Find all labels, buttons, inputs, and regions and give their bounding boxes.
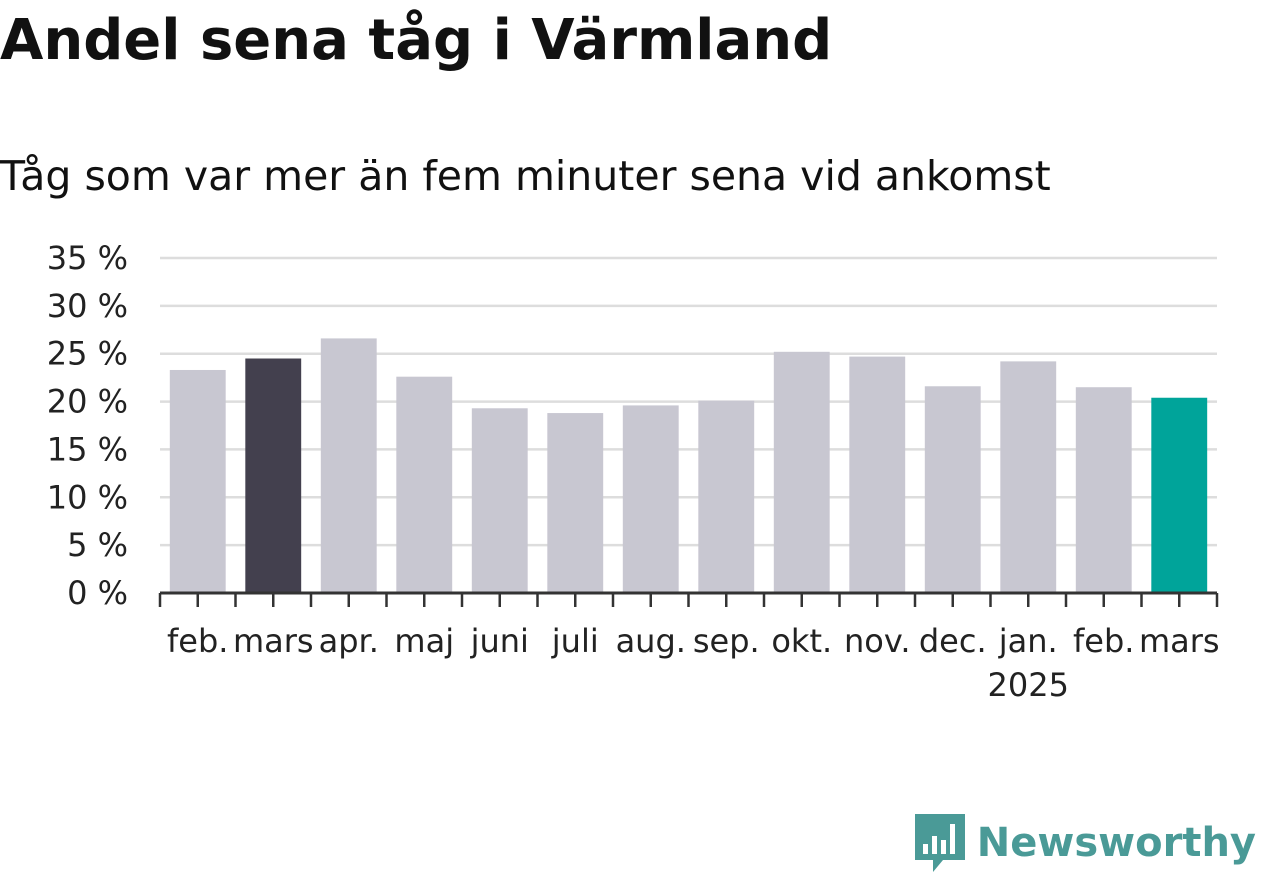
bar (320, 338, 377, 593)
bar (245, 358, 302, 593)
y-tick-label: 10 % (47, 478, 128, 516)
x-tick-label: okt. (771, 622, 832, 660)
x-tick-label: maj (394, 622, 454, 660)
bar (169, 369, 226, 593)
bar (1075, 387, 1132, 593)
x-tick-label: feb. (1073, 622, 1134, 660)
y-tick-label: 35 % (47, 239, 128, 277)
bar (396, 376, 453, 593)
x-tick-label: mars (1139, 622, 1220, 660)
y-tick-label: 0 % (67, 574, 128, 612)
newsworthy-logo-icon (914, 814, 965, 872)
bar (924, 386, 981, 593)
x-tick-label: dec. (919, 622, 987, 660)
bar (698, 400, 755, 593)
grid-layer (160, 256, 1217, 547)
y-tick-label: 25 % (47, 335, 128, 373)
newsworthy-logo-text: Newsworthy (976, 820, 1256, 866)
bar (471, 408, 528, 593)
x-tick-label: nov. (844, 622, 910, 660)
chart-title: Andel sena tåg i Värmland (0, 8, 833, 73)
x-tick-label: mars (233, 622, 314, 660)
x-tick-label: juni (470, 622, 529, 660)
bar (1151, 397, 1208, 593)
axis-layer (158, 591, 1219, 607)
bar (773, 351, 830, 593)
y-tick-label: 30 % (47, 287, 128, 325)
bar (547, 413, 604, 593)
y-tick-label: 15 % (47, 430, 128, 468)
label-layer: 0 %5 %10 %15 %20 %25 %30 %35 %feb. mars ap… (47, 239, 1220, 704)
x-tick-label: feb. (167, 622, 228, 660)
bar (1000, 361, 1057, 593)
y-tick-label: 20 % (47, 383, 128, 421)
x-tick-label: juli (551, 622, 599, 660)
x-year-label: 2025 (988, 666, 1069, 704)
x-tick-label: jan. (998, 622, 1058, 660)
bar (849, 356, 906, 593)
newsworthy-logo: Newsworthy (914, 814, 1256, 872)
x-tick-label: sep. (693, 622, 760, 660)
x-tick-label: aug. (616, 622, 686, 660)
bar (622, 405, 679, 593)
chart-subtitle: Tåg som var mer än fem minuter sena vid … (0, 152, 1051, 200)
x-tick-label: apr. (319, 622, 379, 660)
y-tick-label: 5 % (67, 526, 128, 564)
bar-layer (169, 338, 1208, 593)
